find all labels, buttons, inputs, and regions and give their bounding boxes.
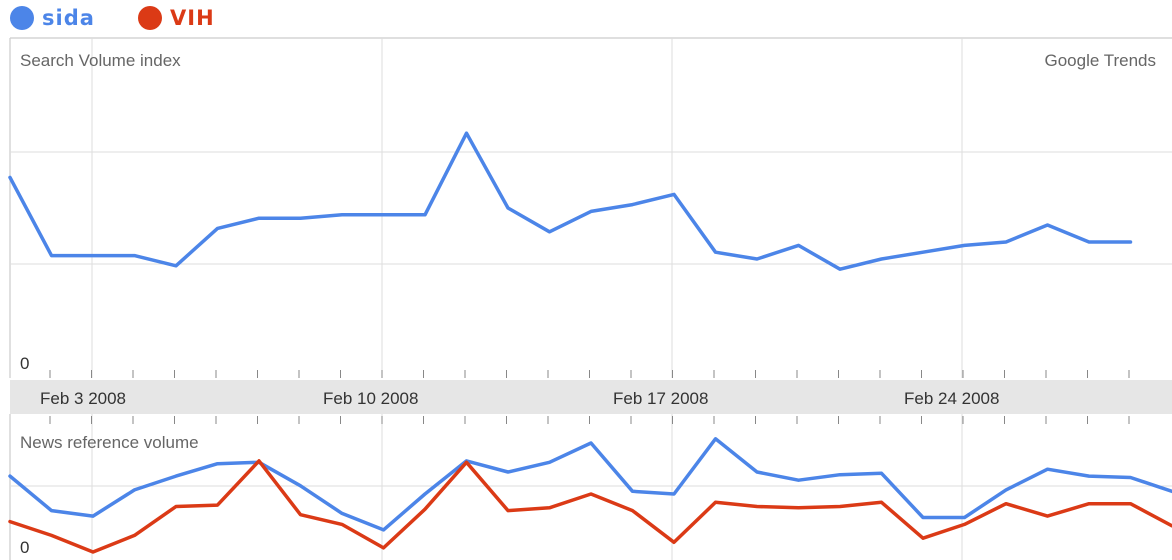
search-series-sida-line	[8, 131, 1133, 271]
news-series-vih-line	[8, 459, 1172, 554]
date-band-background	[10, 380, 1172, 414]
x-label-feb-17: Feb 17 2008	[613, 389, 708, 408]
news-volume-lines	[8, 437, 1172, 554]
google-trends-label: Google Trends	[1044, 51, 1156, 70]
legend-sida-label: sida	[42, 6, 95, 30]
search-volume-title: Search Volume index	[20, 51, 181, 70]
news-series-sida-line	[8, 437, 1172, 532]
news-volume-panel: News reference volume 0	[8, 414, 1172, 560]
legend-item-vih[interactable]: VIH	[138, 6, 215, 30]
search-volume-panel: Search Volume index Google Trends 0	[8, 37, 1172, 378]
x-label-feb-3: Feb 3 2008	[40, 389, 126, 408]
legend-vih-dot-icon	[138, 6, 162, 30]
legend-vih-label: VIH	[170, 6, 215, 30]
search-volume-zero-label: 0	[20, 354, 29, 373]
date-axis-band: Feb 3 2008 Feb 10 2008 Feb 17 2008 Feb 2…	[10, 380, 1172, 414]
bottom-axis-ticks	[49, 416, 1130, 424]
x-label-feb-24: Feb 24 2008	[904, 389, 999, 408]
search-volume-lines	[8, 131, 1133, 271]
legend-item-sida[interactable]: sida	[10, 6, 95, 30]
news-volume-zero-label: 0	[20, 538, 29, 557]
news-volume-title: News reference volume	[20, 433, 199, 452]
legend-sida-dot-icon	[10, 6, 34, 30]
top-axis-ticks	[49, 370, 1130, 378]
legend: sida VIH	[0, 0, 400, 36]
x-label-feb-10: Feb 10 2008	[323, 389, 418, 408]
